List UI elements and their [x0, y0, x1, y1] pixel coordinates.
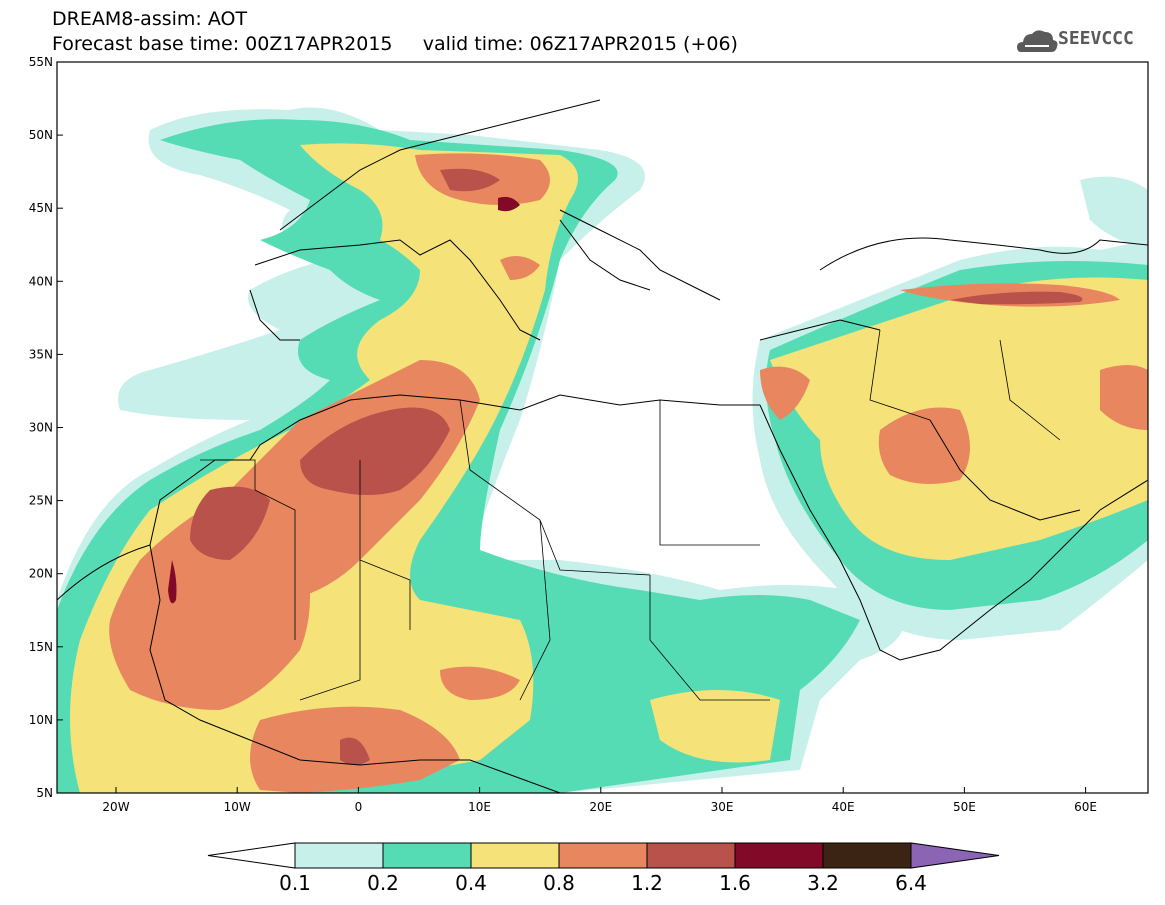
contour-1.2	[190, 168, 1083, 765]
lon-label: 40E	[832, 800, 855, 814]
lat-label: 55N	[29, 55, 53, 69]
lat-label: 25N	[29, 494, 53, 508]
lat-label: 5N	[36, 786, 53, 800]
lat-label: 30N	[29, 421, 53, 435]
colorbar-swatch	[734, 842, 824, 869]
lon-label: 20E	[589, 800, 612, 814]
lat-label: 10N	[29, 713, 53, 727]
lat-label: 15N	[29, 640, 53, 654]
colorbar-label: 6.4	[895, 871, 927, 895]
lon-label: 0	[355, 800, 363, 814]
longitude-axis: 20W 10W 0 10E 20E 30E 40E 50E 60E	[102, 787, 1097, 814]
cloud-icon	[1017, 30, 1058, 52]
colorbar-label: 0.1	[279, 871, 311, 895]
aot-contours	[57, 62, 1148, 793]
lat-label: 50N	[29, 128, 53, 142]
lon-label: 20W	[102, 800, 129, 814]
lon-label: 10W	[224, 800, 251, 814]
colorbar-label: 0.2	[367, 871, 399, 895]
logo-text: SEEVCCC	[1058, 28, 1134, 49]
colorbar	[207, 842, 1000, 869]
colorbar-label: 3.2	[807, 871, 839, 895]
colorbar-swatch	[646, 842, 736, 869]
coastlines	[57, 99, 1148, 793]
lat-label: 40N	[29, 274, 53, 288]
contour-1.6	[168, 196, 520, 604]
colorbar-swatch	[822, 842, 912, 869]
title-line-2: Forecast base time: 00Z17APR2015 valid t…	[52, 33, 738, 55]
colorbar-swatch	[558, 842, 648, 869]
lon-label: 30E	[711, 800, 734, 814]
lon-label: 50E	[953, 800, 976, 814]
colorbar-label: 1.6	[719, 871, 751, 895]
title-line-1: DREAM8-assim: AOT	[52, 8, 248, 30]
colorbar-label: 1.2	[631, 871, 663, 895]
lon-label: 60E	[1074, 800, 1097, 814]
borders	[200, 329, 1061, 701]
colorbar-label: 0.4	[455, 871, 487, 895]
colorbar-swatch	[470, 842, 560, 869]
lon-label: 10E	[468, 800, 491, 814]
colorbar-swatch	[294, 842, 384, 869]
lat-label: 45N	[29, 201, 53, 215]
lat-label: 35N	[29, 347, 53, 361]
latitude-axis: 55N 50N 45N 40N 35N 30N 25N 20N 15N 10N 5N	[29, 55, 63, 800]
lat-label: 20N	[29, 567, 53, 581]
colorbar-swatch	[382, 842, 472, 869]
colorbar-over-triangle	[910, 842, 1000, 869]
colorbar-label: 0.8	[543, 871, 575, 895]
colorbar-under-triangle	[207, 842, 296, 869]
